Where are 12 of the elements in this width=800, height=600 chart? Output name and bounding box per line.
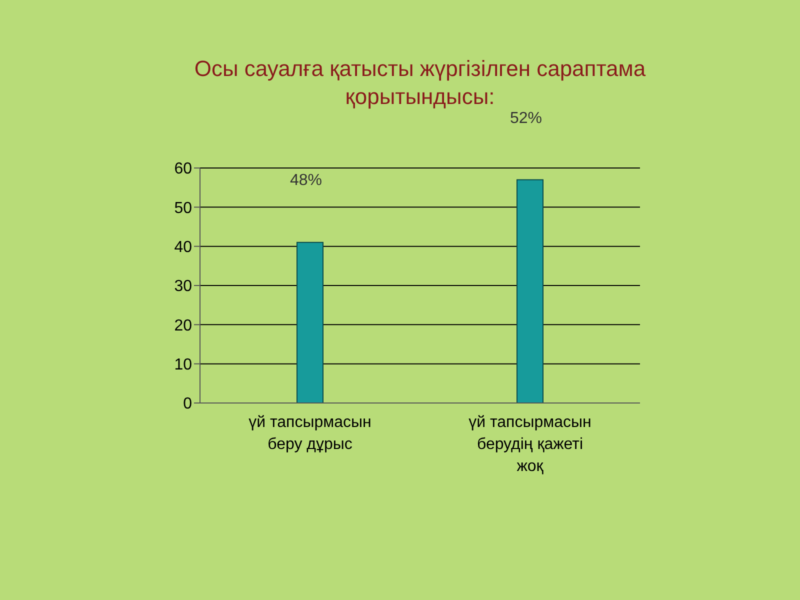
y-tick-label: 10 <box>174 356 192 374</box>
y-tick-label: 0 <box>183 396 192 413</box>
y-tick-label: 60 <box>174 160 192 178</box>
chart-title: Осы сауалға қатысты жүргізілген сараптама қорытындысы: <box>193 55 647 111</box>
text: 52% <box>510 110 544 128</box>
x-tick-label: үй тапсырмасын беру дұрыс <box>248 414 372 453</box>
x-tick-label: үй тапсырмасын берудің қажеті жоқ <box>468 414 592 475</box>
y-tick-label: 40 <box>174 239 192 256</box>
y-tick-label: 30 <box>174 278 192 296</box>
y-tick-label: 20 <box>174 317 192 334</box>
annotation: 48% <box>290 172 324 190</box>
y-tick-label: 50 <box>174 200 192 217</box>
